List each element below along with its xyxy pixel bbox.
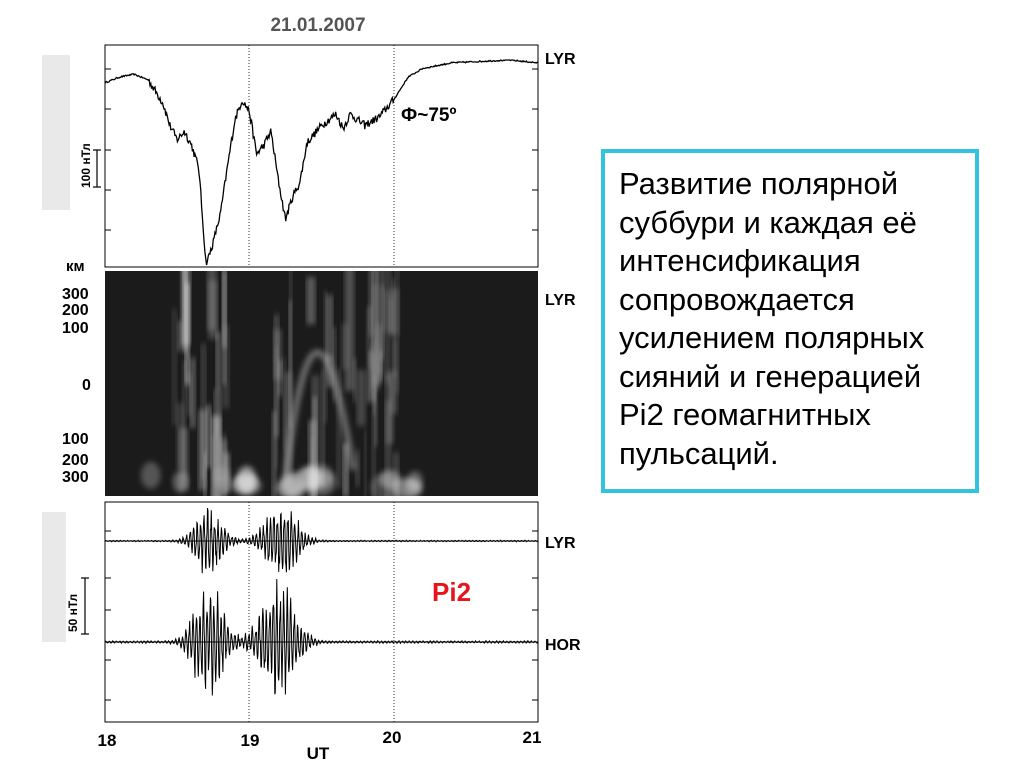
keogram-glow-5 xyxy=(236,466,257,493)
keogram-streak-18 xyxy=(207,271,217,331)
x-tick-18: 18 xyxy=(98,731,117,750)
keogram-streak-23 xyxy=(177,320,183,352)
keogram-streak-21 xyxy=(187,373,192,416)
keogram-streak-49 xyxy=(355,449,360,487)
pi2-hor-label: HOR xyxy=(545,637,581,654)
keogram-tick-100-bottom: 100 xyxy=(62,431,89,448)
keogram-glow-16 xyxy=(292,471,306,487)
keogram-streak-14 xyxy=(216,331,221,391)
keogram-streak-38 xyxy=(353,357,357,402)
pi2-hor-trace xyxy=(104,578,539,696)
keogram-streak-13 xyxy=(176,402,184,470)
keogram-streak-60 xyxy=(385,400,392,496)
keogram-streak-27 xyxy=(345,271,354,391)
keogram-streak-15 xyxy=(185,282,190,385)
keogram-streak-39 xyxy=(336,368,342,489)
keogram-arc xyxy=(282,349,357,481)
keogram-streak-50 xyxy=(357,369,366,426)
top-panel-frame xyxy=(104,44,539,268)
keogram-streak-71 xyxy=(385,372,394,444)
keogram-tick-300-top: 300 xyxy=(62,286,89,303)
keogram-streak-59 xyxy=(390,288,399,336)
keogram-streak-7 xyxy=(179,428,188,490)
keogram-streak-76 xyxy=(371,342,380,391)
description-text: Развитие полярной суббури и каждая её ин… xyxy=(619,166,925,471)
x-tick-21: 21 xyxy=(523,728,542,747)
keogram-streak-62 xyxy=(395,271,399,394)
keogram-glow-15 xyxy=(172,471,189,493)
top-panel-ticks xyxy=(105,68,538,231)
keogram-streak-34 xyxy=(306,277,316,325)
keogram-streak-17 xyxy=(212,435,221,496)
keogram-station-label: LYR xyxy=(545,292,576,309)
keogram-streak-42 xyxy=(326,294,333,361)
keogram-streak-4 xyxy=(206,405,211,468)
pi2-scale-label: 50 нТл xyxy=(66,594,80,632)
keogram-glow-14 xyxy=(369,474,401,496)
lyr-magnetogram-trace xyxy=(104,59,539,266)
date-title: 21.01.2007 xyxy=(270,15,365,36)
x-tick-20: 20 xyxy=(383,728,402,747)
keogram-streak-53 xyxy=(364,429,367,496)
keogram-streak-3 xyxy=(183,271,187,352)
keogram-panel: км LYR 300 200 100 0 100 200 300 xyxy=(62,258,576,496)
keogram-streak-26 xyxy=(282,357,287,451)
pi2-title: Pi2 xyxy=(432,577,471,607)
keogram-streak-31 xyxy=(321,368,325,487)
top-scale-label: 100 нТл xyxy=(79,143,93,188)
keogram-streak-32 xyxy=(341,323,349,370)
keogram-streak-58 xyxy=(366,306,372,369)
pi2-scale-bar xyxy=(81,577,89,635)
keogram-streak-35 xyxy=(288,300,292,428)
pi2-panel-ticks xyxy=(105,530,538,701)
keogram-streak-0 xyxy=(182,359,186,481)
latitude-label: Ф~75º xyxy=(401,105,456,126)
keogram-streak-40 xyxy=(274,314,279,437)
keogram-tick-0: 0 xyxy=(82,377,91,394)
pi2-lyr-trace xyxy=(104,508,539,574)
keogram-streak-73 xyxy=(366,369,370,403)
keogram-streak-48 xyxy=(332,326,337,402)
keogram-streak-25 xyxy=(190,357,196,428)
keogram-streak-75 xyxy=(371,374,376,496)
keogram-streak-65 xyxy=(385,289,390,384)
x-axis-label: UT xyxy=(307,744,330,763)
panel-shadow-bottom xyxy=(42,512,66,642)
top-scale-bar xyxy=(93,149,101,188)
keogram-glow-12 xyxy=(140,461,161,489)
keogram-streak-47 xyxy=(272,411,277,496)
pi2-panel: Pi2 LYR HOR 50 нТл xyxy=(66,501,581,723)
panel-shadow-top xyxy=(42,55,70,210)
keogram-glow-17 xyxy=(307,470,336,496)
keogram-streak-74 xyxy=(372,284,379,372)
keogram-tick-200-top: 200 xyxy=(62,302,89,319)
keogram-tick-200-bottom: 200 xyxy=(62,452,89,469)
keogram-streak-68 xyxy=(376,271,383,376)
keogram-streak-46 xyxy=(312,396,317,496)
keogram-aurora xyxy=(140,271,423,496)
keogram-streak-69 xyxy=(390,370,398,414)
keogram-streak-51 xyxy=(278,359,283,397)
x-axis: 18 19 20 21 UT xyxy=(98,728,542,763)
keogram-streak-24 xyxy=(172,308,177,425)
keogram-tick-300-bottom: 300 xyxy=(62,469,89,486)
keogram-streak-66 xyxy=(374,374,378,447)
keogram-streak-70 xyxy=(380,285,384,361)
keogram-glow-6 xyxy=(214,465,231,486)
keogram-tick-100-top: 100 xyxy=(62,320,89,337)
keogram-streak-33 xyxy=(284,371,293,481)
keogram-streak-77 xyxy=(389,296,394,334)
x-tick-19: 19 xyxy=(241,731,260,750)
top-station-label: LYR xyxy=(545,51,576,68)
description-textbox: Развитие полярной суббури и каждая её ин… xyxy=(601,149,979,493)
keogram-unit-label: км xyxy=(66,258,85,275)
pi2-panel-frame xyxy=(104,501,539,723)
keogram-streak-41 xyxy=(343,443,349,496)
pi2-lyr-label: LYR xyxy=(545,535,576,552)
top-panel: 21.01.2007 LYR Ф~75º 100 нТл xyxy=(79,15,576,268)
keogram-streak-22 xyxy=(222,271,227,385)
keogram-streak-67 xyxy=(368,271,373,337)
keogram-streak-19 xyxy=(198,409,207,491)
